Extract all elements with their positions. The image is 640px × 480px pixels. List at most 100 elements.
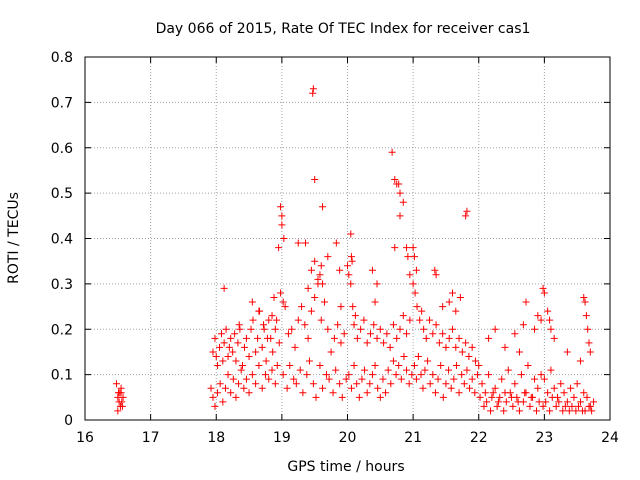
data-point xyxy=(455,389,463,397)
data-point xyxy=(542,398,550,406)
data-point xyxy=(493,402,501,410)
data-point xyxy=(240,343,248,351)
data-point xyxy=(212,352,220,360)
data-point xyxy=(405,380,413,388)
data-point xyxy=(275,244,283,252)
data-point xyxy=(323,371,330,379)
data-point xyxy=(403,244,411,252)
data-point xyxy=(439,393,447,401)
x-tick-label: 16 xyxy=(76,430,94,446)
data-point xyxy=(555,398,563,406)
data-point xyxy=(426,316,434,324)
data-point xyxy=(462,212,470,220)
data-point xyxy=(511,330,519,338)
data-point xyxy=(294,316,302,324)
data-point xyxy=(380,339,388,347)
data-point xyxy=(379,375,387,383)
data-point xyxy=(298,303,306,311)
data-point xyxy=(509,402,517,410)
data-point xyxy=(275,339,283,347)
data-point xyxy=(245,352,253,360)
data-point xyxy=(504,366,512,374)
data-point xyxy=(350,321,358,329)
data-point xyxy=(357,325,365,333)
data-point xyxy=(219,357,227,365)
x-axis-ticks: 16 17 18 19 20 21 22 23 24 xyxy=(76,57,619,446)
data-point xyxy=(288,325,296,333)
data-point xyxy=(576,357,584,365)
data-point xyxy=(450,375,458,383)
data-point xyxy=(585,402,593,410)
data-point xyxy=(324,325,332,333)
data-point xyxy=(214,362,222,370)
y-tick-label: 0.6 xyxy=(51,141,73,157)
x-tick-label: 21 xyxy=(404,430,422,446)
data-point xyxy=(349,303,357,311)
data-point xyxy=(347,280,355,288)
data-point xyxy=(476,393,484,401)
data-point xyxy=(445,334,453,342)
data-point xyxy=(265,316,273,324)
data-point xyxy=(418,307,426,315)
data-point xyxy=(412,266,420,274)
data-point xyxy=(278,212,286,220)
y-tick-label: 0.4 xyxy=(51,232,73,248)
data-point xyxy=(434,375,442,383)
data-point xyxy=(452,307,460,315)
data-point xyxy=(225,343,233,351)
data-point xyxy=(332,239,340,247)
data-point xyxy=(220,284,228,292)
data-point xyxy=(260,321,267,329)
data-point xyxy=(533,407,540,415)
data-point xyxy=(216,380,224,388)
data-point xyxy=(222,325,230,333)
data-point xyxy=(317,316,325,324)
data-point xyxy=(582,312,590,320)
data-point xyxy=(239,362,246,370)
data-point xyxy=(442,380,450,388)
data-point xyxy=(396,189,404,197)
data-point xyxy=(458,348,466,356)
data-point xyxy=(480,402,488,410)
data-point xyxy=(455,334,463,342)
data-point xyxy=(421,366,429,374)
data-point xyxy=(113,380,120,388)
data-point xyxy=(431,389,439,397)
data-point xyxy=(384,366,392,374)
data-point xyxy=(447,384,455,392)
data-point xyxy=(583,393,591,401)
x-tick-label: 20 xyxy=(339,430,357,446)
data-point xyxy=(410,253,418,261)
data-point xyxy=(374,384,382,392)
data-point xyxy=(414,352,422,360)
data-point xyxy=(550,334,558,342)
data-point xyxy=(539,284,547,292)
data-point xyxy=(539,402,547,410)
data-point xyxy=(221,384,229,392)
data-point xyxy=(368,371,376,379)
data-point xyxy=(439,303,447,311)
data-point xyxy=(355,393,363,401)
data-point xyxy=(445,298,453,306)
data-point xyxy=(307,266,315,274)
data-point xyxy=(452,362,460,370)
data-point xyxy=(311,176,319,184)
data-point xyxy=(560,389,568,397)
data-point xyxy=(353,334,361,342)
data-point xyxy=(224,371,232,379)
data-point xyxy=(344,262,351,270)
data-point xyxy=(462,339,470,347)
data-point xyxy=(580,293,588,301)
data-point xyxy=(585,339,593,347)
data-point xyxy=(475,362,483,370)
data-point xyxy=(546,407,554,415)
data-point xyxy=(403,330,411,338)
data-point xyxy=(544,307,552,315)
data-point xyxy=(419,384,427,392)
data-point xyxy=(478,380,486,388)
data-point xyxy=(408,371,416,379)
data-point xyxy=(388,148,396,156)
data-point xyxy=(299,389,307,397)
data-point xyxy=(311,293,319,301)
data-point xyxy=(218,330,225,338)
